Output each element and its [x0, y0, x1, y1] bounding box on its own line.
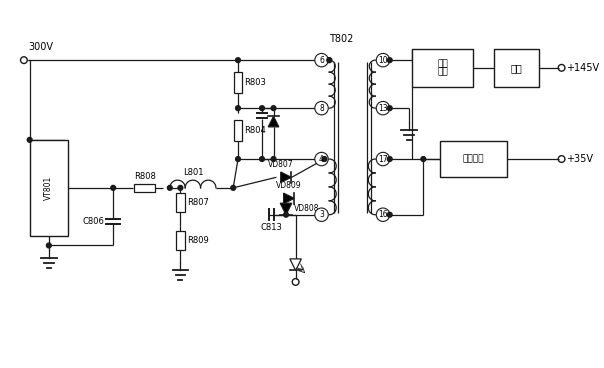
- Text: 10: 10: [378, 56, 388, 65]
- Circle shape: [315, 53, 328, 67]
- Circle shape: [387, 58, 392, 63]
- Circle shape: [260, 106, 265, 110]
- Text: R807: R807: [187, 198, 208, 207]
- Text: 整流: 整流: [437, 60, 448, 68]
- Polygon shape: [290, 259, 301, 270]
- Polygon shape: [268, 116, 279, 127]
- Circle shape: [387, 212, 392, 217]
- Text: VT801: VT801: [44, 176, 53, 200]
- Polygon shape: [280, 203, 292, 215]
- Text: 17: 17: [378, 155, 388, 163]
- Circle shape: [236, 106, 240, 110]
- Bar: [134, 184, 155, 192]
- Text: 3: 3: [319, 210, 324, 219]
- Text: 滤波: 滤波: [437, 67, 448, 76]
- Text: C806: C806: [83, 217, 104, 226]
- Circle shape: [178, 185, 183, 190]
- Text: 16: 16: [378, 210, 388, 219]
- Bar: [234, 120, 242, 141]
- Text: R804: R804: [244, 126, 266, 135]
- Text: R808: R808: [134, 171, 156, 181]
- Circle shape: [315, 152, 328, 166]
- Text: 6: 6: [319, 56, 324, 65]
- Bar: [234, 72, 242, 93]
- Text: 整流滤波: 整流滤波: [463, 155, 484, 163]
- Text: 300V: 300V: [29, 42, 54, 53]
- Bar: [440, 141, 507, 177]
- Text: L801: L801: [182, 168, 203, 177]
- Circle shape: [231, 185, 236, 190]
- Circle shape: [271, 157, 276, 162]
- Text: 8: 8: [319, 104, 324, 113]
- Circle shape: [376, 53, 390, 67]
- Text: 13: 13: [378, 104, 388, 113]
- Text: R809: R809: [187, 236, 208, 245]
- Polygon shape: [281, 172, 291, 183]
- Text: 4: 4: [319, 155, 324, 163]
- Bar: [176, 231, 185, 250]
- Circle shape: [315, 102, 328, 115]
- Circle shape: [327, 58, 332, 63]
- Circle shape: [322, 157, 327, 162]
- Circle shape: [322, 212, 327, 217]
- Circle shape: [167, 185, 172, 190]
- Circle shape: [284, 212, 289, 217]
- Circle shape: [376, 208, 390, 222]
- Circle shape: [376, 152, 390, 166]
- Circle shape: [327, 58, 332, 63]
- Circle shape: [315, 208, 328, 222]
- Circle shape: [387, 157, 392, 162]
- Bar: [494, 49, 539, 87]
- Bar: [176, 192, 185, 212]
- Circle shape: [236, 157, 240, 162]
- Circle shape: [387, 106, 392, 110]
- Circle shape: [47, 243, 51, 248]
- Text: +145V: +145V: [567, 63, 600, 73]
- Circle shape: [260, 157, 265, 162]
- Text: 稳压: 稳压: [510, 63, 522, 73]
- Polygon shape: [284, 193, 294, 204]
- Text: VD807: VD807: [268, 160, 294, 169]
- Bar: [412, 49, 474, 87]
- Text: VD808: VD808: [294, 205, 319, 213]
- Circle shape: [111, 185, 115, 190]
- Text: R803: R803: [244, 78, 266, 87]
- Circle shape: [236, 58, 240, 63]
- Text: +35V: +35V: [567, 154, 593, 164]
- Text: VD809: VD809: [276, 181, 302, 190]
- Text: C813: C813: [261, 223, 283, 232]
- Circle shape: [421, 157, 426, 162]
- Circle shape: [27, 137, 32, 142]
- Circle shape: [271, 106, 276, 110]
- Circle shape: [376, 102, 390, 115]
- Text: T802: T802: [329, 34, 353, 44]
- Bar: [30, 140, 68, 236]
